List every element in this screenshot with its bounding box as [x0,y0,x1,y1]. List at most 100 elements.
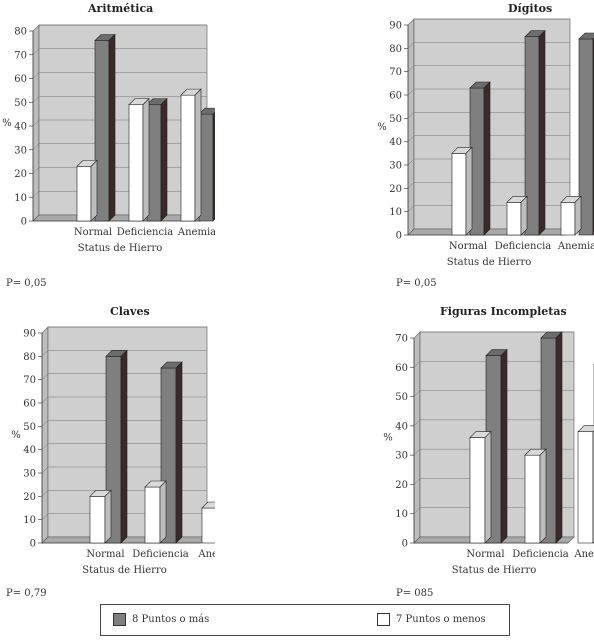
gridline [41,466,207,474]
gridline [41,396,207,404]
x-tick-label: Deficiencia [132,549,189,560]
gridline [413,507,574,514]
y-axis-label: % [2,118,12,129]
y-tick-label: 40 [389,137,402,148]
bar-7-puntos-deficiencia [524,448,547,544]
x-axis-label: Status de Hierro [447,257,532,268]
chart-title-aritmetica: Aritmética [88,2,154,15]
gridline [413,419,574,427]
gridline [41,373,207,380]
y-tick-label: 10 [389,207,402,218]
y-tick-label: 60 [23,399,36,410]
gridline [413,390,574,397]
pvalue-digitos: P= 0,05 [396,278,437,289]
bar-7-puntos-normal [451,146,473,236]
plot-side-wall [413,331,421,544]
x-tick-label: Anemia [177,227,215,238]
gridline [407,88,570,96]
x-tick-label: Normal [449,241,487,252]
chart-title-digitos: Dígitos [508,2,553,15]
y-tick-label: 10 [23,515,36,526]
y-tick-label: 90 [389,21,402,32]
plot-area [413,18,571,230]
y-tick-label: 50 [23,422,36,433]
bar-8-puntos-deficiencia [524,29,546,236]
chart-title-claves: Claves [110,305,150,318]
bar-8-puntos-normal [94,33,116,222]
legend-swatch-dark [113,613,126,626]
legend-swatch-light [377,613,390,626]
legend-item-7-puntos: 7 Puntos o menos [377,613,486,626]
gridline [413,448,574,456]
gridline [407,135,570,142]
y-tick-label: 0 [402,539,408,550]
bar-7-puntos-normal [469,430,492,544]
y-tick-label: 80 [389,44,402,55]
chart-title-figuras-incompletas: Figuras Incompletas [440,305,567,318]
x-tick-label: Deficiencia [512,549,569,560]
y-tick-label: 70 [23,375,36,386]
bar-7-puntos-normal [76,159,98,222]
legend-label-7-puntos: 7 Puntos o menos [396,614,486,625]
bar-7-puntos-anemia [201,501,215,544]
gridline [32,96,207,103]
y-axis-label: % [11,430,21,441]
y-tick-label: 20 [395,480,408,491]
plot-side-wall [41,326,49,544]
gridline [413,331,574,339]
y-tick-label: 60 [395,363,408,374]
x-tick-label: Anemia [197,549,215,560]
bar-8-puntos-deficiencia [146,97,168,222]
plot-area [47,326,208,538]
chart-figuras-incompletas: 0 10 20 30 40 50 60 70% Normal Deficiencia Anemia S… [383,331,594,576]
gridline [41,326,207,334]
gridline [407,182,570,189]
gridline [407,158,570,166]
gridline [407,42,570,49]
gridline [32,24,207,32]
chart-digitos: 0 10 20 30 40 50 60 70 80 90% Normal Deficiencia Ane… [378,18,594,268]
x-axis-label: Status de Hierro [82,565,167,576]
y-tick-label: 0 [30,539,36,550]
gridline [407,112,570,119]
plot-side-wall [407,18,415,236]
bar-8-puntos-normal [469,81,491,236]
bar-7-puntos-anemia [180,88,202,222]
bar-7-puntos-deficiencia [506,195,528,236]
y-tick-label: 50 [395,392,408,403]
y-tick-label: 60 [389,91,402,102]
y-tick-label: 60 [14,74,27,85]
y-tick-label: 30 [14,145,27,156]
y-tick-label: 80 [23,352,36,363]
y-tick-label: 90 [23,329,36,340]
y-axis-label: % [383,433,393,444]
bar-8-puntos-anemia [198,107,215,222]
x-tick-label: Anemia [557,241,594,252]
gridline [32,48,207,55]
y-tick-label: 30 [395,451,408,462]
chart-claves: 0 10 20 30 40 50 60 70 80 90% Normal Deficiencia Ane… [11,326,215,576]
y-tick-label: 0 [396,231,402,242]
gridline [407,18,570,26]
legend-item-8-puntos: 8 Puntos o más [113,613,209,626]
y-tick-label: 50 [389,114,402,125]
y-axis-label: % [378,122,387,133]
legend-label-8-puntos: 8 Puntos o más [132,614,210,625]
x-tick-label: Normal [74,227,112,238]
y-tick-label: 50 [14,98,27,109]
y-tick-label: 10 [395,509,408,520]
pvalue-figuras-incompletas: P= 085 [396,588,434,599]
y-tick-label: 70 [395,334,408,345]
y-tick-label: 40 [14,122,27,133]
pvalue-claves: P= 0,79 [6,588,47,599]
x-tick-label: Anemia [573,549,594,560]
y-tick-label: 10 [14,193,27,204]
y-tick-label: 20 [14,169,27,180]
bar-7-puntos-deficiencia [128,97,150,222]
gridline [41,420,207,427]
bar-7-puntos-deficiencia [144,480,167,544]
y-tick-label: 70 [14,50,27,61]
gridline [413,478,574,485]
y-tick-label: 80 [14,27,27,38]
x-tick-label: Normal [86,549,124,560]
